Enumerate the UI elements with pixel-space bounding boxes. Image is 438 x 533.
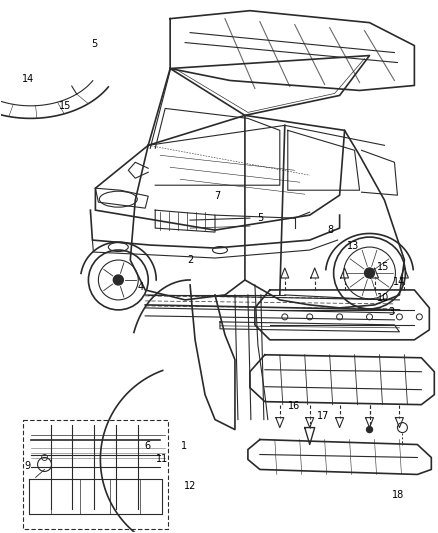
Circle shape — [113, 275, 124, 285]
Text: 15: 15 — [59, 101, 71, 111]
Text: 12: 12 — [184, 481, 197, 490]
Text: 3: 3 — [389, 306, 395, 317]
Text: 1: 1 — [181, 441, 187, 451]
Text: 16: 16 — [288, 401, 300, 411]
Text: 15: 15 — [377, 262, 389, 271]
Text: 14: 14 — [21, 75, 34, 84]
Text: 7: 7 — [214, 191, 220, 201]
Text: 10: 10 — [377, 293, 389, 303]
Text: 4: 4 — [138, 282, 144, 292]
Text: 17: 17 — [317, 411, 329, 422]
Text: 13: 13 — [347, 241, 360, 251]
Circle shape — [364, 268, 374, 278]
Text: 11: 11 — [156, 454, 168, 464]
Text: 14: 14 — [393, 278, 405, 287]
Text: 9: 9 — [25, 461, 31, 471]
Circle shape — [367, 426, 372, 433]
Text: 18: 18 — [392, 490, 404, 500]
Text: 2: 2 — [187, 255, 194, 265]
Text: 6: 6 — [144, 441, 150, 451]
Text: 8: 8 — [327, 225, 333, 236]
Text: 5: 5 — [258, 213, 264, 223]
Text: 5: 5 — [92, 39, 98, 49]
